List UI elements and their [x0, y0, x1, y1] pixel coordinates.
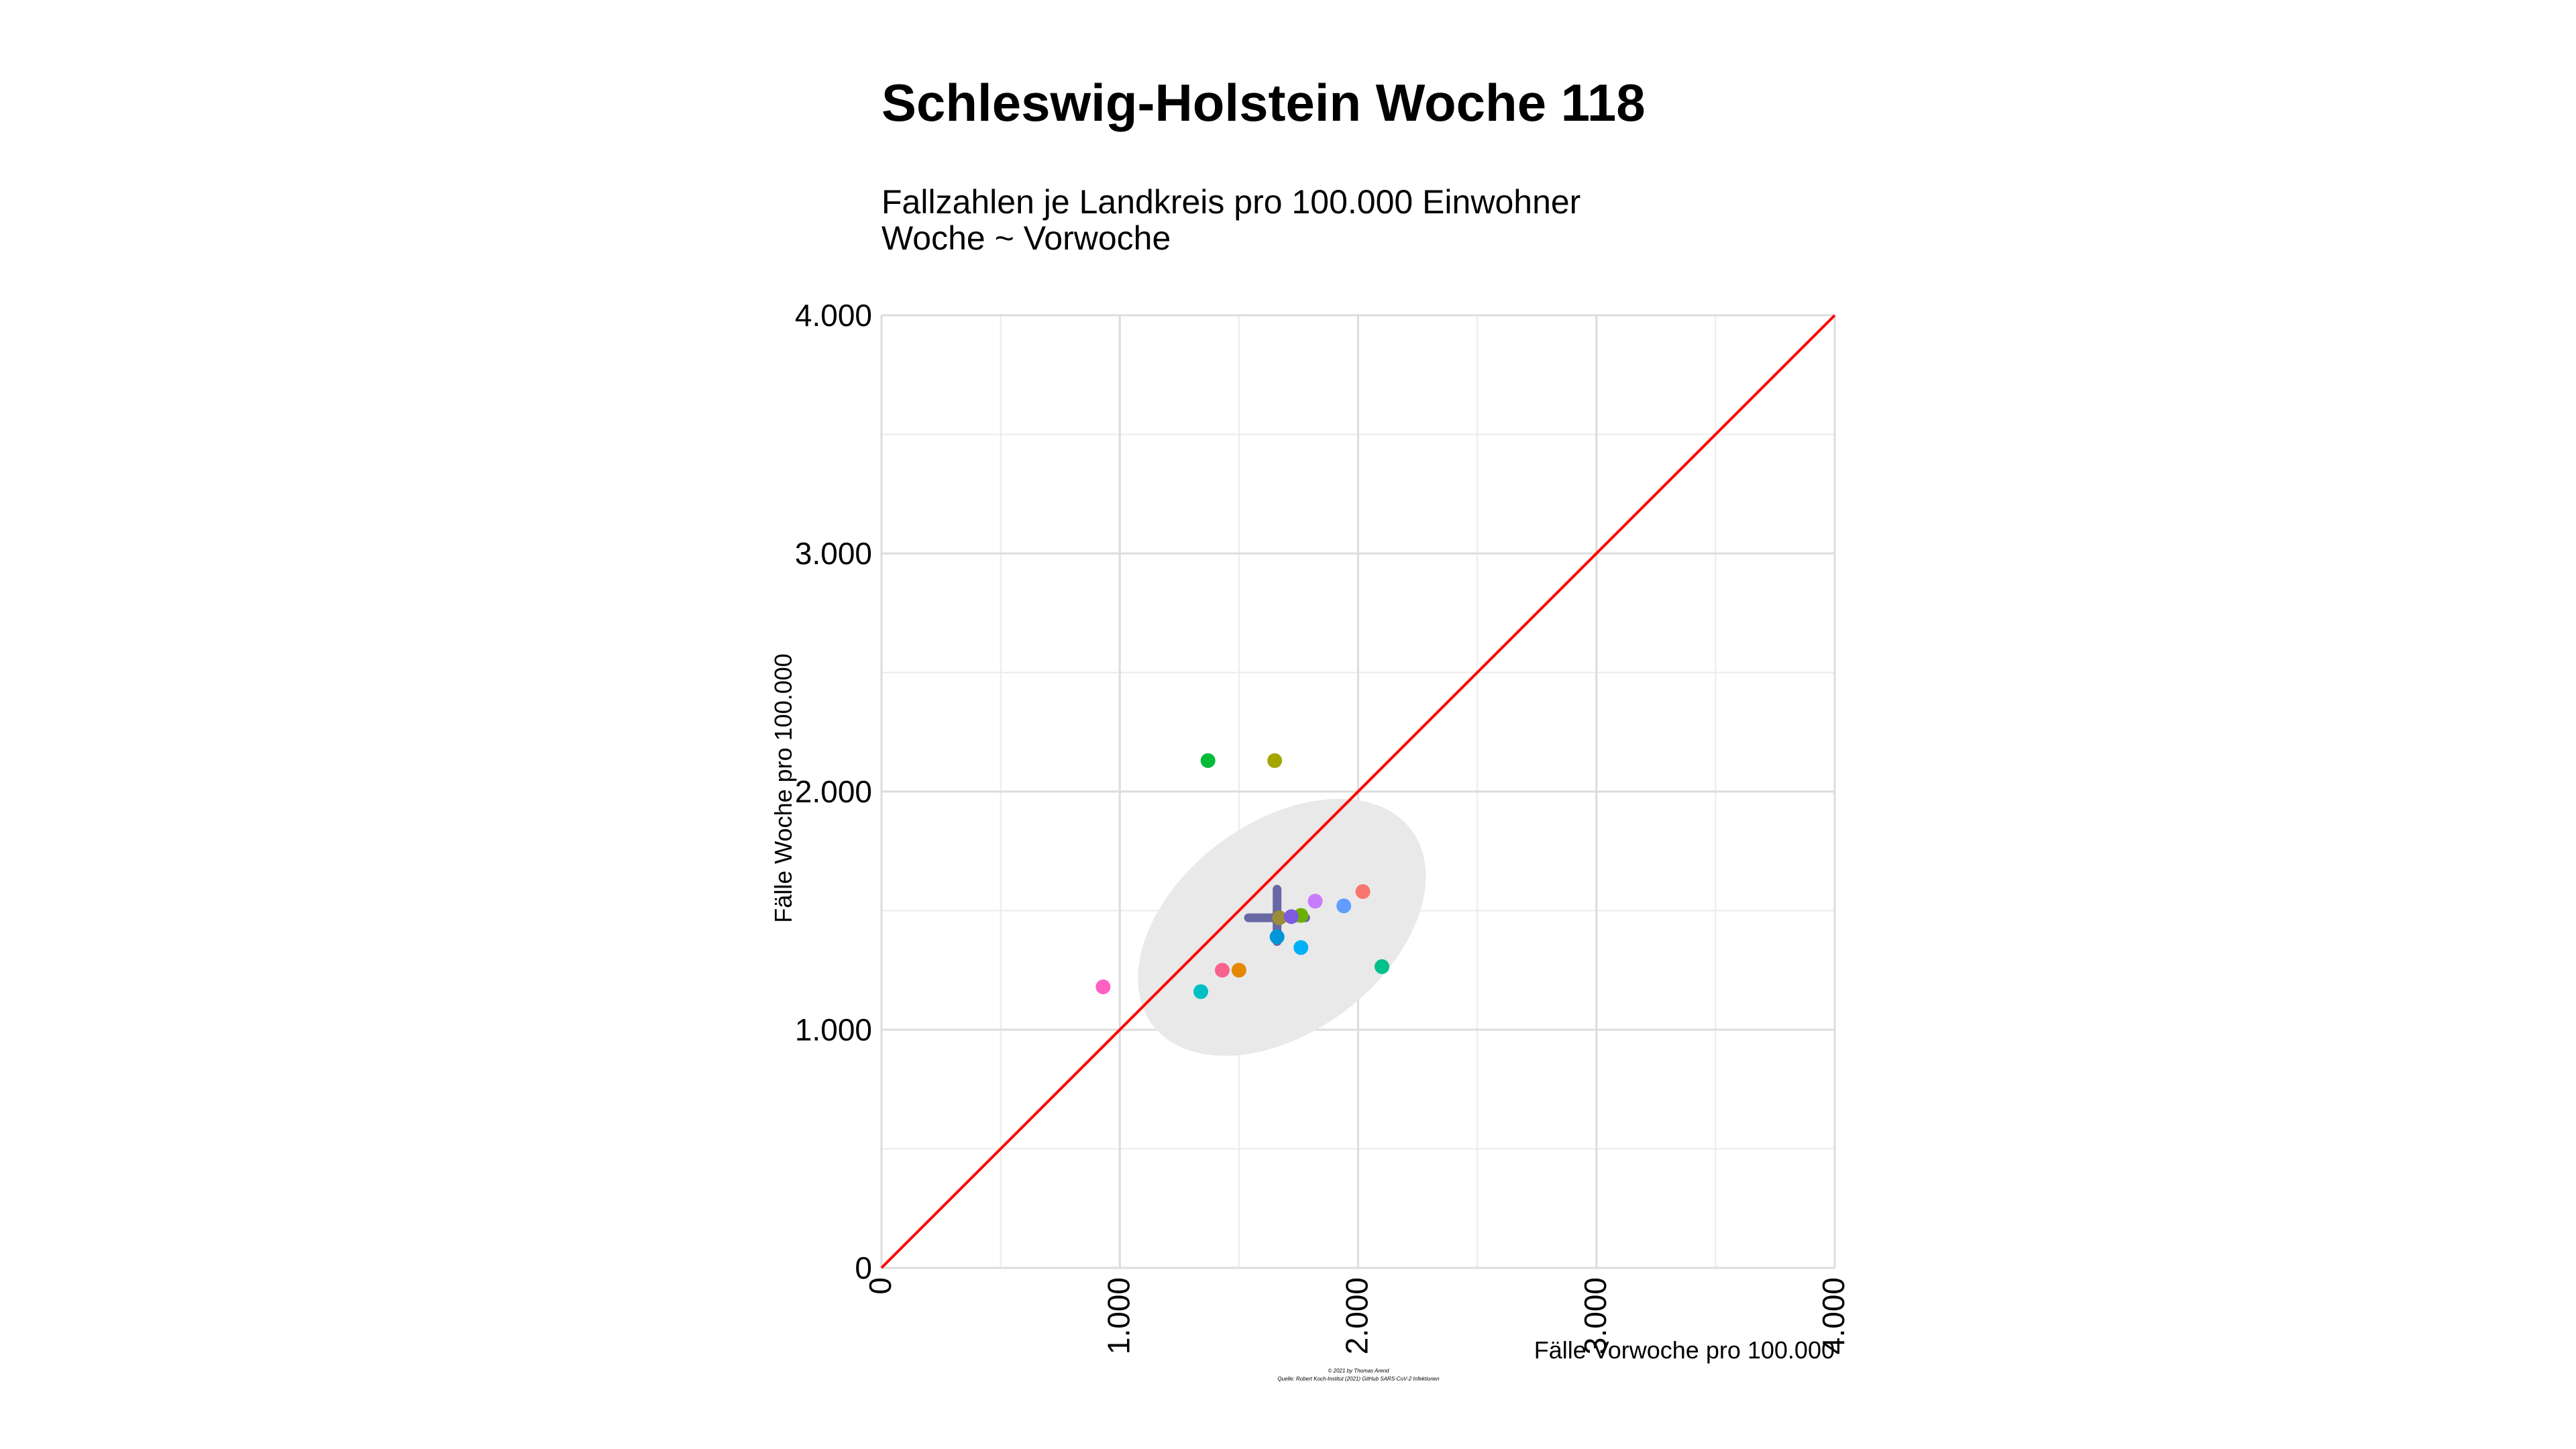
chart-subtitle-line-2: Woche ~ Vorwoche: [881, 219, 1171, 257]
plot-grid: [880, 314, 1836, 1269]
data-point: [1267, 753, 1283, 768]
data-point: [1293, 940, 1309, 955]
chart-title: Schleswig-Holstein Woche 118: [881, 73, 1646, 132]
data-point: [1336, 898, 1352, 914]
x-axis-label: Fälle Vorwoche pro 100.000: [1534, 1336, 1835, 1364]
y-tick-label: 2.000: [795, 774, 872, 809]
data-point: [1307, 894, 1323, 909]
data-point: [1284, 909, 1299, 924]
tick-labels-layer: 0 1.000 2.000 3.000 4.000 0 1.000 2.000 3.000 4.0…: [795, 298, 1851, 1354]
chart-subtitle-line-1: Fallzahlen je Landkreis pro 100.000 Einw…: [881, 183, 1580, 221]
data-point: [1200, 753, 1216, 768]
confidence-ellipse-layer: [1138, 798, 1426, 1056]
y-tick-label: 0: [855, 1250, 872, 1285]
data-point: [1215, 963, 1230, 978]
x-tick-label: 0: [863, 1277, 898, 1295]
data-point: [1231, 963, 1246, 978]
x-tick-label: 2.000: [1340, 1277, 1375, 1354]
points-layer: [1095, 753, 1390, 1000]
reference-line-layer: [880, 314, 1836, 1269]
y-axis-label: Fälle Woche pro 100.000: [769, 653, 797, 923]
data-point: [1269, 929, 1285, 945]
data-point: [1095, 979, 1111, 995]
caption-line-2: Quelle: Robert Koch-Institut (2021) GitH…: [1277, 1376, 1440, 1382]
data-point: [1375, 959, 1390, 974]
y-tick-label: 1.000: [795, 1012, 872, 1047]
x-tick-label: 1.000: [1101, 1277, 1136, 1354]
reference-line: [880, 314, 1836, 1269]
y-tick-label: 3.000: [795, 536, 872, 571]
caption-line-1: © 2021 by Thomas Arend: [1328, 1368, 1390, 1374]
x-tick-label: 3.000: [1578, 1277, 1613, 1354]
data-point: [1272, 910, 1287, 926]
data-point: [1193, 984, 1209, 1000]
data-point: [1355, 884, 1371, 900]
x-tick-label: 4.000: [1816, 1277, 1851, 1354]
confidence-ellipse: [1138, 798, 1426, 1056]
y-tick-label: 4.000: [795, 298, 872, 333]
